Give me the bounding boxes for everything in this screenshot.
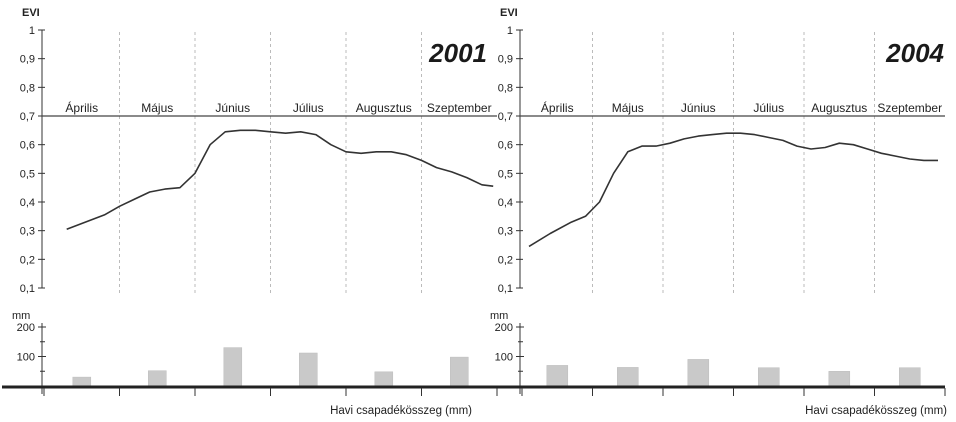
panel-1-bar-y-tick-label: 200 [17, 322, 35, 334]
panel-1-bar-y-tick-label: 100 [17, 352, 35, 364]
panel-2-y-tick-label: 0,2 [498, 254, 513, 266]
panel-2-bar-x-axis-label: Havi csapadékösszeg (mm) [805, 405, 947, 417]
panel-2-month-label: Június [681, 101, 716, 115]
panel-1-y-tick-label: 0,5 [20, 168, 35, 180]
panel-1-precip-bar [374, 371, 394, 387]
panel-2-precip-bar [828, 371, 851, 387]
panel-1-precip-bar [450, 356, 469, 387]
panel-2-month-label: Augusztus [811, 101, 867, 115]
panel-2-y-tick-label: 0,3 [498, 226, 513, 238]
panel-1-month-label: Szeptember [427, 101, 492, 115]
panel-1-precip-bar [72, 376, 92, 387]
panel-2-precip-bar [899, 367, 921, 387]
panel-1-evi-series-line [66, 129, 494, 230]
panel-1-y-tick-label: 0,3 [20, 226, 35, 238]
panel-2-bar-y-axis-label: mm [490, 310, 508, 322]
panel-2-y-tick-label: 1 [507, 25, 513, 37]
panel-2-y-tick-label: 0,5 [498, 168, 513, 180]
panel-1-y-tick-label: 0,4 [20, 197, 35, 209]
panel-2-month-label: Szeptember [877, 101, 942, 115]
panel-2-bar-y-tick-label: 100 [495, 352, 513, 364]
panel-2-y-axis-label: EVI [500, 7, 518, 19]
panel-2-bar-y-tick-label: 200 [495, 322, 513, 334]
panel-1-bar-x-axis-label: Havi csapadékösszeg (mm) [330, 405, 472, 417]
panel-1-y-axis-label: EVI [22, 7, 40, 19]
panel-2-precip-bar [617, 367, 639, 387]
panel-1-y-tick-label: 0,8 [20, 82, 35, 94]
panel-2-evi-series-line [528, 132, 938, 248]
panel-2-y-tick-label: 0,6 [498, 140, 513, 152]
panel-1-month-label: Július [293, 101, 324, 115]
panel-1-precip-bar [223, 347, 243, 387]
panel-1-y-tick-label: 0,1 [20, 283, 35, 295]
panel-2-precip-bar [687, 359, 710, 387]
panel-2-month-label: Április [541, 100, 574, 115]
panel-1-month-label: Augusztus [356, 101, 412, 115]
panel-1-month-label: Május [141, 101, 173, 115]
panel-2-precip-bar [758, 367, 780, 387]
panel-1-y-tick-label: 0,2 [20, 254, 35, 266]
panel-2-month-label: Július [753, 101, 784, 115]
panel-2-chart-title: 2004 [885, 38, 944, 68]
panel-1-y-tick-label: 0,9 [20, 54, 35, 66]
panel-1-precip-bar [148, 370, 167, 387]
panel-1-precip-bar [299, 352, 318, 387]
panel-1-y-tick-label: 0,6 [20, 140, 35, 152]
panel-2-y-tick-label: 0,9 [498, 54, 513, 66]
panel-2-y-tick-label: 0,8 [498, 82, 513, 94]
panel-1-bar-y-axis-label: mm [12, 310, 30, 322]
panel-2-month-label: Május [612, 101, 644, 115]
panel-1-y-tick-label: 1 [29, 25, 35, 37]
panel-1-month-label: Április [65, 100, 98, 115]
panel-1-chart-title: 2001 [428, 38, 487, 68]
panel-2-precip-bar [546, 365, 569, 387]
panel-2-y-tick-label: 0,4 [498, 197, 513, 209]
panel-1-y-tick-label: 0,7 [20, 111, 35, 123]
panel-2-y-tick-label: 0,1 [498, 283, 513, 295]
panel-1-month-label: Június [215, 101, 250, 115]
panel-2-y-tick-label: 0,7 [498, 111, 513, 123]
